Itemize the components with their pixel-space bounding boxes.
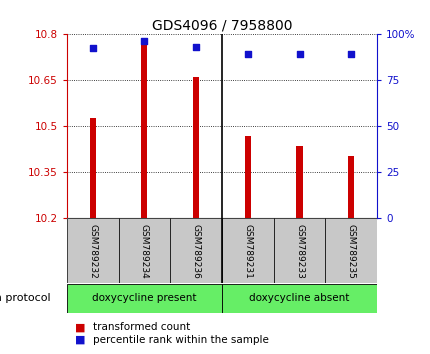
Text: GSM789231: GSM789231 [243,224,252,279]
Bar [273,218,325,285]
Text: GSM789234: GSM789234 [140,224,148,279]
Text: GSM789232: GSM789232 [88,224,97,279]
Bar [347,156,353,218]
Bar [325,218,376,285]
Text: GSM789233: GSM789233 [295,224,303,279]
Text: growth protocol: growth protocol [0,293,51,303]
Title: GDS4096 / 7958800: GDS4096 / 7958800 [151,18,292,33]
Bar [118,218,170,285]
Text: doxycycline absent: doxycycline absent [249,293,349,303]
Text: GSM789235: GSM789235 [346,224,355,279]
Bar [221,218,273,285]
Point [89,46,96,51]
Point [295,51,302,57]
Bar [221,284,376,313]
Point [347,51,354,57]
Text: ■: ■ [75,335,86,345]
Text: ■: ■ [75,322,86,332]
Text: transformed count: transformed count [92,322,190,332]
Bar [67,284,221,313]
Point [192,44,199,49]
Point [141,38,147,44]
Bar [296,145,302,218]
Text: GSM789236: GSM789236 [191,224,200,279]
Bar [141,41,147,218]
Text: percentile rank within the sample: percentile rank within the sample [92,335,268,345]
Text: doxycycline present: doxycycline present [92,293,196,303]
Bar [193,76,199,218]
Point [244,51,251,57]
Bar [89,118,95,218]
Bar [170,218,221,285]
Bar [67,218,118,285]
Bar [244,136,250,218]
